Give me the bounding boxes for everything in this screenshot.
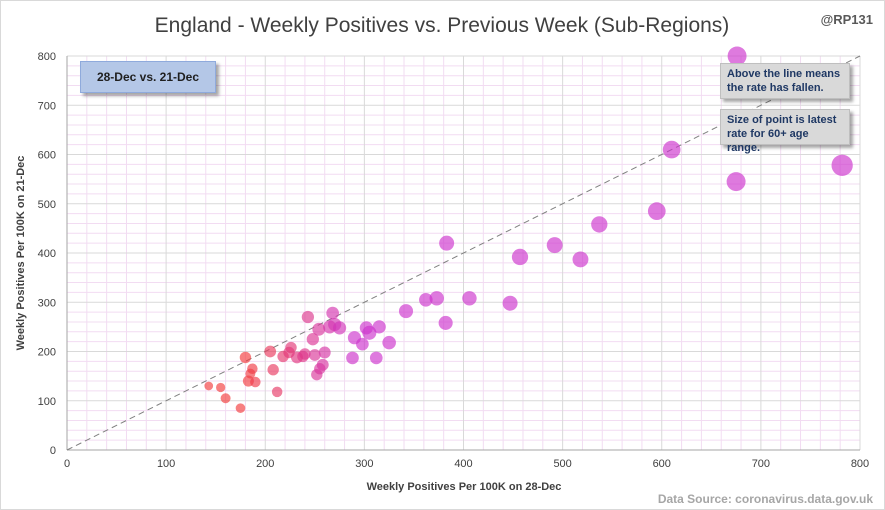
data-point <box>299 348 311 360</box>
annotation-line: rate for 60+ age range. <box>727 128 809 154</box>
data-point <box>439 235 455 251</box>
data-point <box>546 237 563 254</box>
data-point <box>220 393 231 404</box>
data-point <box>318 346 331 359</box>
data-point <box>216 382 226 393</box>
data-point <box>372 320 386 334</box>
data-point <box>264 345 277 358</box>
data-point <box>306 333 319 346</box>
annotation-line: the rate has fallen. <box>727 82 824 94</box>
data-point <box>662 140 681 159</box>
y-tick-label: 700 <box>38 100 56 112</box>
x-tick-label: 800 <box>851 458 869 470</box>
x-tick-label: 500 <box>553 458 571 470</box>
data-point <box>308 349 321 361</box>
x-tick-label: 0 <box>64 458 70 470</box>
date-range-label: 28-Dec vs. 21-Dec <box>80 61 216 93</box>
data-point <box>301 310 315 324</box>
annotation-line: Size of point is latest <box>727 114 837 126</box>
annotation-above-line: Above the line means the rate has fallen… <box>720 63 850 99</box>
data-point <box>591 216 608 233</box>
data-points <box>204 46 853 413</box>
x-tick-label: 400 <box>454 458 472 470</box>
axis-ticks: 0 100 200 300 400 500 600 700 800 0 100 200 300 400 50… <box>38 51 870 470</box>
data-source: Data Source: coronavirus.data.gov.uk <box>658 492 873 506</box>
y-tick-label: 0 <box>50 445 56 457</box>
y-axis-title: Weekly Positives Per 100K on 21-Dec <box>15 156 27 351</box>
data-point <box>419 293 433 307</box>
data-point <box>332 321 347 335</box>
data-point <box>247 363 258 374</box>
y-tick-label: 200 <box>38 347 56 359</box>
data-point <box>204 381 214 391</box>
data-point <box>438 315 453 330</box>
y-tick-label: 400 <box>38 248 56 260</box>
data-point <box>316 358 329 371</box>
reference-line <box>66 55 861 451</box>
data-point <box>382 335 396 350</box>
data-point <box>250 376 261 388</box>
y-tick-label: 500 <box>38 199 56 211</box>
data-point <box>727 46 747 66</box>
data-point <box>502 295 518 311</box>
data-point <box>362 325 377 340</box>
data-point <box>726 172 746 192</box>
data-point <box>312 322 326 336</box>
data-point <box>511 248 529 266</box>
y-tick-label: 600 <box>38 150 56 162</box>
chart-title: England - Weekly Positives vs. Previous … <box>155 14 730 37</box>
x-tick-label: 200 <box>256 458 274 470</box>
data-point <box>429 291 444 306</box>
data-point <box>572 251 589 268</box>
data-point <box>369 351 383 365</box>
data-point <box>346 351 359 365</box>
y-tick-label: 100 <box>38 396 56 408</box>
data-point <box>271 386 283 398</box>
data-point <box>356 337 369 351</box>
data-point <box>831 154 853 176</box>
author-handle: @RP131 <box>821 12 873 27</box>
data-point <box>462 291 477 306</box>
data-point <box>398 304 414 319</box>
y-tick-label: 800 <box>38 51 56 63</box>
annotation-line: Above the line means <box>727 68 841 80</box>
grid <box>66 55 861 451</box>
data-point <box>235 403 246 413</box>
x-axis-title: Weekly Positives Per 100K on 28-Dec <box>367 481 562 493</box>
data-point <box>647 202 666 220</box>
data-point <box>326 306 339 320</box>
x-tick-label: 700 <box>752 458 770 470</box>
x-tick-label: 600 <box>653 458 671 470</box>
data-point <box>267 364 279 376</box>
annotation-point-size: Size of point is latest rate for 60+ age… <box>720 109 850 154</box>
x-tick-label: 100 <box>157 458 175 470</box>
x-tick-label: 300 <box>355 458 373 470</box>
reference-line-layer <box>66 55 861 451</box>
data-point <box>239 351 252 364</box>
data-point <box>285 341 297 354</box>
y-tick-label: 300 <box>38 297 56 309</box>
